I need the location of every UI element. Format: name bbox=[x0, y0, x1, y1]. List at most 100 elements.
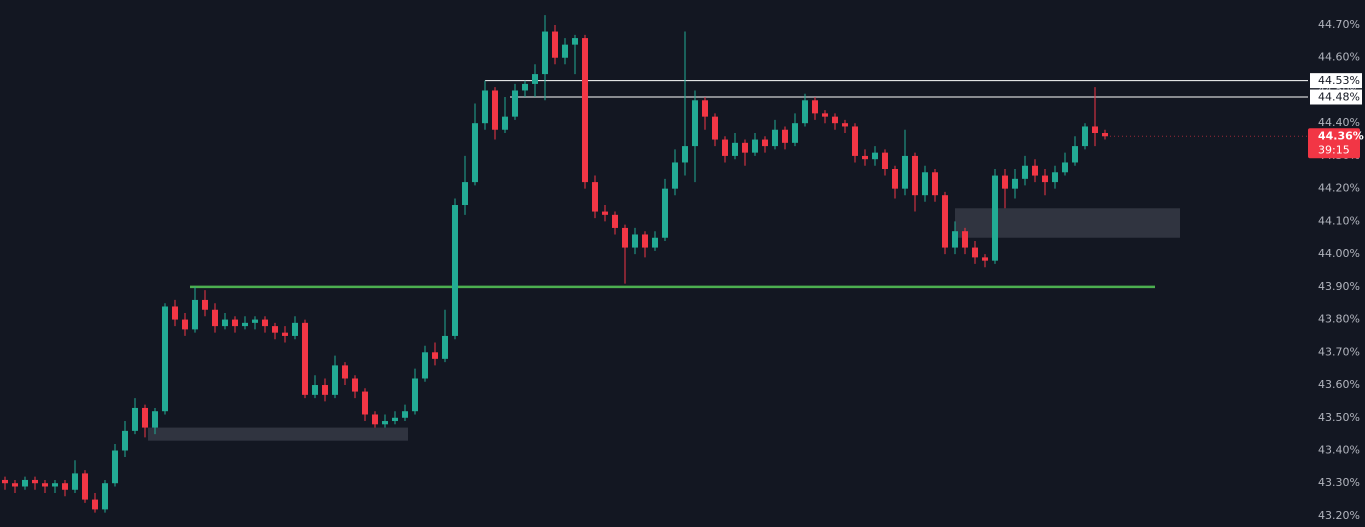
price-label: 44.53% bbox=[1318, 74, 1360, 87]
candle-body bbox=[872, 152, 878, 160]
candle-body bbox=[792, 123, 798, 143]
candle-body bbox=[902, 155, 908, 189]
candle-body bbox=[422, 352, 428, 379]
candle-body bbox=[362, 391, 368, 415]
candle-body bbox=[332, 365, 338, 395]
candle-body bbox=[632, 234, 638, 248]
candle-body bbox=[112, 450, 118, 484]
y-tick-label: 43.90% bbox=[1318, 280, 1360, 293]
candle-body bbox=[1092, 126, 1098, 134]
candle-body bbox=[372, 414, 378, 425]
candle-body bbox=[702, 100, 708, 117]
y-tick-label: 44.70% bbox=[1318, 18, 1360, 31]
candle-body bbox=[222, 319, 228, 327]
candle-body bbox=[892, 169, 898, 189]
candle-body bbox=[942, 195, 948, 248]
candle-body bbox=[462, 182, 468, 206]
candle-body bbox=[722, 139, 728, 156]
y-tick-label: 43.30% bbox=[1318, 476, 1360, 489]
candle-body bbox=[252, 319, 258, 323]
candle-body bbox=[732, 142, 738, 156]
y-tick-label: 44.60% bbox=[1318, 51, 1360, 64]
candle-body bbox=[602, 211, 608, 215]
candle-body bbox=[652, 237, 658, 248]
candle-body bbox=[522, 83, 528, 91]
zone bbox=[148, 427, 408, 441]
candle-body bbox=[982, 257, 988, 261]
y-tick-label: 43.80% bbox=[1318, 313, 1360, 326]
candle-body bbox=[442, 335, 448, 359]
candle-body bbox=[712, 116, 718, 140]
y-tick-label: 43.50% bbox=[1318, 411, 1360, 424]
candle-body bbox=[492, 90, 498, 130]
candle-body bbox=[132, 407, 138, 431]
candle-body bbox=[682, 146, 688, 163]
candle-body bbox=[162, 306, 168, 412]
candle-body bbox=[232, 319, 238, 327]
candle-body bbox=[772, 129, 778, 147]
candle-body bbox=[622, 227, 628, 248]
candle-body bbox=[742, 142, 748, 153]
candle-body bbox=[572, 38, 578, 45]
candle-body bbox=[32, 479, 38, 484]
candle-body bbox=[992, 175, 998, 261]
candle-body bbox=[382, 421, 388, 425]
candle-body bbox=[1102, 133, 1108, 137]
candle-body bbox=[762, 139, 768, 147]
y-tick-label: 43.40% bbox=[1318, 443, 1360, 456]
candle-body bbox=[352, 378, 358, 392]
candle-body bbox=[672, 162, 678, 189]
candle-body bbox=[482, 90, 488, 124]
candle-body bbox=[882, 152, 888, 170]
y-tick-label: 44.10% bbox=[1318, 214, 1360, 227]
candle-body bbox=[262, 319, 268, 327]
candle-body bbox=[2, 479, 8, 484]
y-tick-label: 44.40% bbox=[1318, 116, 1360, 129]
candle-body bbox=[932, 172, 938, 196]
candle-body bbox=[172, 306, 178, 320]
candle-body bbox=[812, 100, 818, 114]
candle-body bbox=[782, 129, 788, 143]
candle-body bbox=[302, 322, 308, 395]
candle-body bbox=[122, 430, 128, 451]
candle-body bbox=[242, 322, 248, 327]
candle-body bbox=[1002, 175, 1008, 189]
price-label: 44.48% bbox=[1318, 91, 1360, 104]
candle-body bbox=[82, 473, 88, 500]
candle-body bbox=[1052, 172, 1058, 183]
candle-body bbox=[692, 100, 698, 147]
candle-body bbox=[1042, 175, 1048, 183]
countdown-label: 39:15 bbox=[1318, 143, 1350, 156]
zone bbox=[955, 208, 1180, 238]
candle-body bbox=[22, 479, 28, 487]
candle-body bbox=[452, 205, 458, 336]
candle-body bbox=[202, 299, 208, 310]
candle-body bbox=[292, 322, 298, 336]
candle-body bbox=[542, 31, 548, 75]
candle-body bbox=[562, 44, 568, 58]
y-tick-label: 43.70% bbox=[1318, 345, 1360, 358]
candle-body bbox=[92, 499, 98, 510]
candle-body bbox=[1062, 162, 1068, 173]
candle-body bbox=[582, 38, 588, 183]
candle-body bbox=[1082, 126, 1088, 147]
candle-body bbox=[142, 407, 148, 428]
candle-body bbox=[1072, 146, 1078, 163]
candle-body bbox=[182, 319, 188, 330]
candle-body bbox=[72, 473, 78, 490]
candle-body bbox=[312, 385, 318, 395]
candle-body bbox=[192, 299, 198, 330]
candle-body bbox=[432, 352, 438, 359]
candle-body bbox=[842, 123, 848, 127]
candle-body bbox=[822, 113, 828, 117]
candle-body bbox=[62, 483, 68, 490]
y-tick-label: 43.20% bbox=[1318, 509, 1360, 522]
candle-body bbox=[1022, 165, 1028, 179]
candle-body bbox=[952, 231, 958, 248]
candle-body bbox=[42, 483, 48, 487]
candle-body bbox=[862, 155, 868, 160]
candle-body bbox=[962, 231, 968, 248]
candle-body bbox=[612, 214, 618, 228]
